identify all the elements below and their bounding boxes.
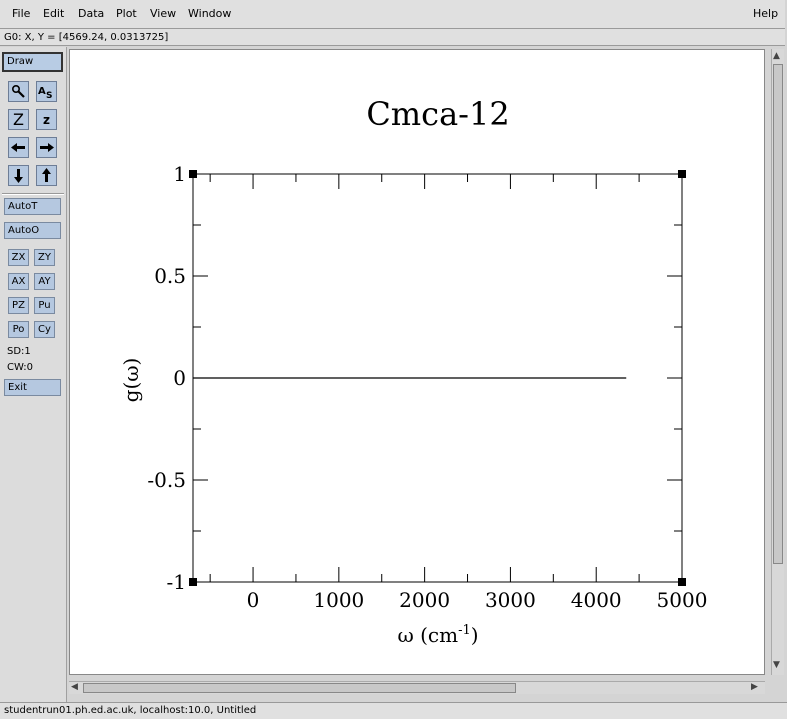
- menu-edit[interactable]: Edit: [43, 7, 65, 20]
- cycle-button[interactable]: Cy: [34, 321, 55, 338]
- toolbar-divider: [2, 193, 64, 195]
- locator-readout: G0: X, Y = [4569.24, 0.0313725]: [0, 29, 785, 46]
- y-tick-label: -1: [167, 570, 186, 594]
- graph-corner-handle[interactable]: [678, 170, 686, 178]
- autoticks-button[interactable]: AutoO: [4, 222, 61, 239]
- svg-text:S: S: [46, 91, 52, 99]
- x-tick-label: 2000: [399, 588, 450, 612]
- exit-button[interactable]: Exit: [4, 379, 61, 396]
- y-tick-label: 0: [173, 366, 186, 390]
- graph-corner-handle[interactable]: [189, 578, 197, 586]
- y-tick-label: 0.5: [154, 264, 186, 288]
- scroll-left-icon[interactable]: ◀: [71, 682, 78, 692]
- autoscale-x-button[interactable]: AX: [8, 273, 29, 290]
- chart-title: Cmca-12: [366, 95, 509, 133]
- draw-button[interactable]: Draw: [2, 52, 63, 72]
- y-axis-label: g(ω): [119, 358, 143, 403]
- arrow-down-icon[interactable]: [8, 165, 29, 186]
- y-tick-label: 1: [173, 162, 186, 186]
- scroll-up-icon[interactable]: ▲: [773, 51, 780, 61]
- x-tick-label: 5000: [657, 588, 708, 612]
- x-tick-label: 3000: [485, 588, 536, 612]
- arrow-right-icon[interactable]: [36, 137, 57, 158]
- menu-window[interactable]: Window: [188, 7, 232, 20]
- x-tick-label: 0: [247, 588, 260, 612]
- zoom-y-button[interactable]: ZY: [34, 249, 55, 266]
- status-bar: studentrun01.ph.ed.ac.uk, localhost:10.0…: [0, 702, 787, 719]
- vertical-scroll-thumb[interactable]: [773, 64, 783, 564]
- x-tick-label: 4000: [571, 588, 622, 612]
- svg-text:A: A: [38, 86, 46, 97]
- y-tick-label: -0.5: [147, 468, 186, 492]
- po-button[interactable]: Po: [8, 321, 29, 338]
- graph-corner-handle[interactable]: [678, 578, 686, 586]
- menu-file[interactable]: File: [12, 7, 31, 20]
- horizontal-scrollbar[interactable]: ◀ ▶: [69, 681, 765, 694]
- zoom-out-button[interactable]: z: [36, 109, 57, 130]
- autoscale-button[interactable]: AutoT: [4, 198, 61, 215]
- autoscale-y-button[interactable]: AY: [34, 273, 55, 290]
- horizontal-scroll-thumb[interactable]: [83, 683, 516, 693]
- magnifier-icon[interactable]: [8, 81, 29, 102]
- scroll-right-icon[interactable]: ▶: [751, 682, 758, 692]
- x-tick-label: 1000: [313, 588, 364, 612]
- graph-corner-handle[interactable]: [189, 170, 197, 178]
- menu-plot[interactable]: Plot: [116, 7, 137, 20]
- set-depth-label: SD:1: [7, 346, 31, 357]
- zoom-in-button[interactable]: Z: [8, 109, 29, 130]
- pop-set-button[interactable]: Pu: [34, 297, 55, 314]
- arrow-left-icon[interactable]: [8, 137, 29, 158]
- zoom-x-button[interactable]: ZX: [8, 249, 29, 266]
- scroll-down-icon[interactable]: ▼: [773, 660, 780, 670]
- arrow-up-icon[interactable]: [36, 165, 57, 186]
- plot-canvas[interactable]: Cmca-12 0 1000 2000 3000 4000 5000 -1 -0.5 0 0.5 1…: [69, 49, 765, 675]
- menu-data[interactable]: Data: [78, 7, 105, 20]
- menu-help[interactable]: Help: [753, 7, 779, 20]
- current-world-label: CW:0: [7, 362, 34, 373]
- menu-bar: File Edit Data Plot View Window Help: [0, 0, 785, 29]
- push-set-button[interactable]: PZ: [8, 297, 29, 314]
- vertical-scrollbar[interactable]: ▲ ▼: [771, 49, 784, 675]
- menu-view[interactable]: View: [150, 7, 177, 20]
- x-axis-label: ω (cm-1): [397, 623, 478, 647]
- chart-svg: Cmca-12 0 1000 2000 3000 4000 5000 -1 -0.5 0 0.5 1…: [119, 95, 708, 647]
